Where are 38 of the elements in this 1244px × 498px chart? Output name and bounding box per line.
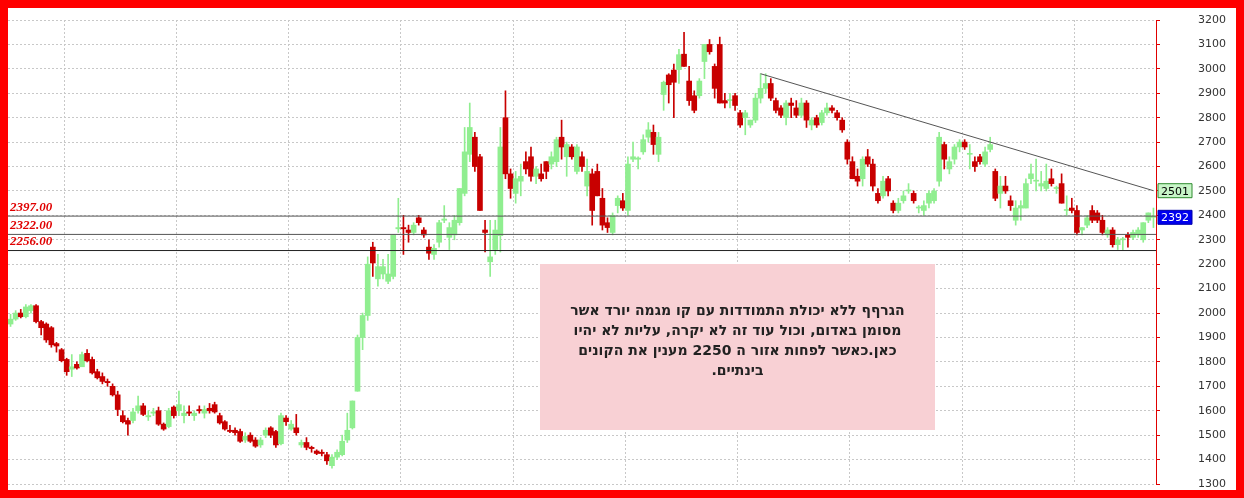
candlestick bbox=[742, 110, 749, 136]
y-tick-label: 2400 bbox=[1198, 208, 1226, 222]
y-tick-label: 2000 bbox=[1198, 305, 1226, 319]
candlestick bbox=[727, 92, 733, 109]
y-tick-label: 2100 bbox=[1198, 281, 1226, 295]
y-tick-label: 3000 bbox=[1198, 61, 1226, 75]
ref-line-label: 2256.00 bbox=[9, 233, 53, 249]
y-tick-label: 2500 bbox=[1198, 183, 1226, 197]
data-label: 2501 bbox=[1161, 184, 1189, 198]
y-tick-label: 1400 bbox=[1198, 452, 1226, 466]
candlestick bbox=[191, 410, 198, 421]
y-tick-label: 2700 bbox=[1198, 134, 1226, 148]
candlestick bbox=[538, 163, 545, 182]
y-tick-label: 1700 bbox=[1198, 379, 1226, 393]
candlestick bbox=[482, 219, 488, 253]
candlestick bbox=[788, 97, 795, 119]
y-tick-label: 3100 bbox=[1198, 37, 1226, 51]
y-tick-label: 2900 bbox=[1198, 86, 1226, 100]
ref-line-label: 2397.00 bbox=[9, 198, 53, 214]
y-tick-label: 1300 bbox=[1198, 476, 1226, 490]
y-tick-label: 3200 bbox=[1198, 12, 1226, 26]
y-tick-label: 1900 bbox=[1198, 330, 1226, 344]
candlestick bbox=[966, 144, 973, 170]
candlestick bbox=[68, 354, 75, 377]
y-tick-label: 2800 bbox=[1198, 110, 1226, 124]
text-box: הגרףף ללא יכולת התמודדות עם קו מגמה יורד אשר מסומן באדום, וכול עוד זה לא יקרה, עליות לא יהיו כאן.כאשר לפחות אזור ה 2250 מענין את הקונים בינתיים. bbox=[540, 264, 935, 430]
ref-line-label: 2322.00 bbox=[9, 217, 53, 233]
candlestick bbox=[186, 405, 192, 416]
candlestick bbox=[145, 410, 152, 421]
y-tick-label: 1800 bbox=[1198, 354, 1226, 368]
y-tick-label: 2300 bbox=[1198, 232, 1226, 246]
y-tick-label: 1500 bbox=[1198, 428, 1226, 442]
candlestick bbox=[395, 197, 402, 233]
candlestick bbox=[1063, 195, 1070, 216]
y-tick-label: 1600 bbox=[1198, 403, 1226, 417]
y-tick-label: 2200 bbox=[1198, 257, 1226, 271]
y-tick-label: 2600 bbox=[1198, 159, 1226, 173]
text: 2392 bbox=[1161, 211, 1189, 225]
